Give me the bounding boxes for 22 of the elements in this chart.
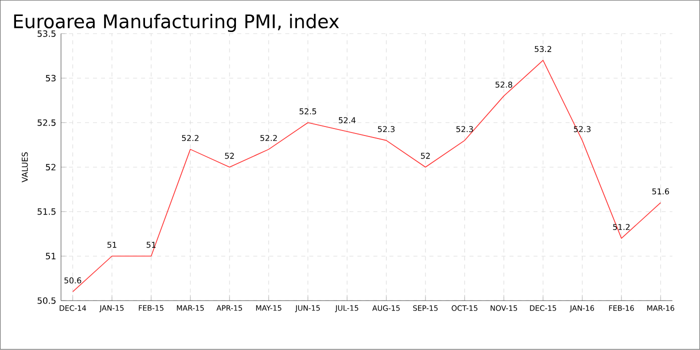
data-label: 52.3 [456,126,473,132]
y-tick-label: 52.5 [38,120,56,126]
data-label: 52.5 [300,108,316,115]
y-tick-label: 50.5 [38,298,56,304]
y-axis-title: VALUES [22,152,28,183]
y-tick-label: 53 [46,75,56,82]
data-label: 52.4 [338,117,356,124]
data-label: 52 [225,152,234,160]
data-label: 52.8 [496,82,512,88]
data-label: 52.2 [260,135,277,142]
y-tick-label: 53.5 [38,30,56,38]
y-tick-label: 51.5 [38,208,56,216]
y-tick-label: 52 [46,164,56,171]
data-label: 50.6 [64,278,82,284]
data-label: 51.6 [652,188,670,195]
data-label: 51 [107,242,116,248]
data-label: 52.3 [378,126,395,132]
data-label: 52 [421,152,430,160]
data-label: 51 [146,242,156,248]
data-label: 53.2 [534,46,552,52]
y-tick-label: 51 [46,253,56,260]
data-label: 52.2 [182,135,198,142]
